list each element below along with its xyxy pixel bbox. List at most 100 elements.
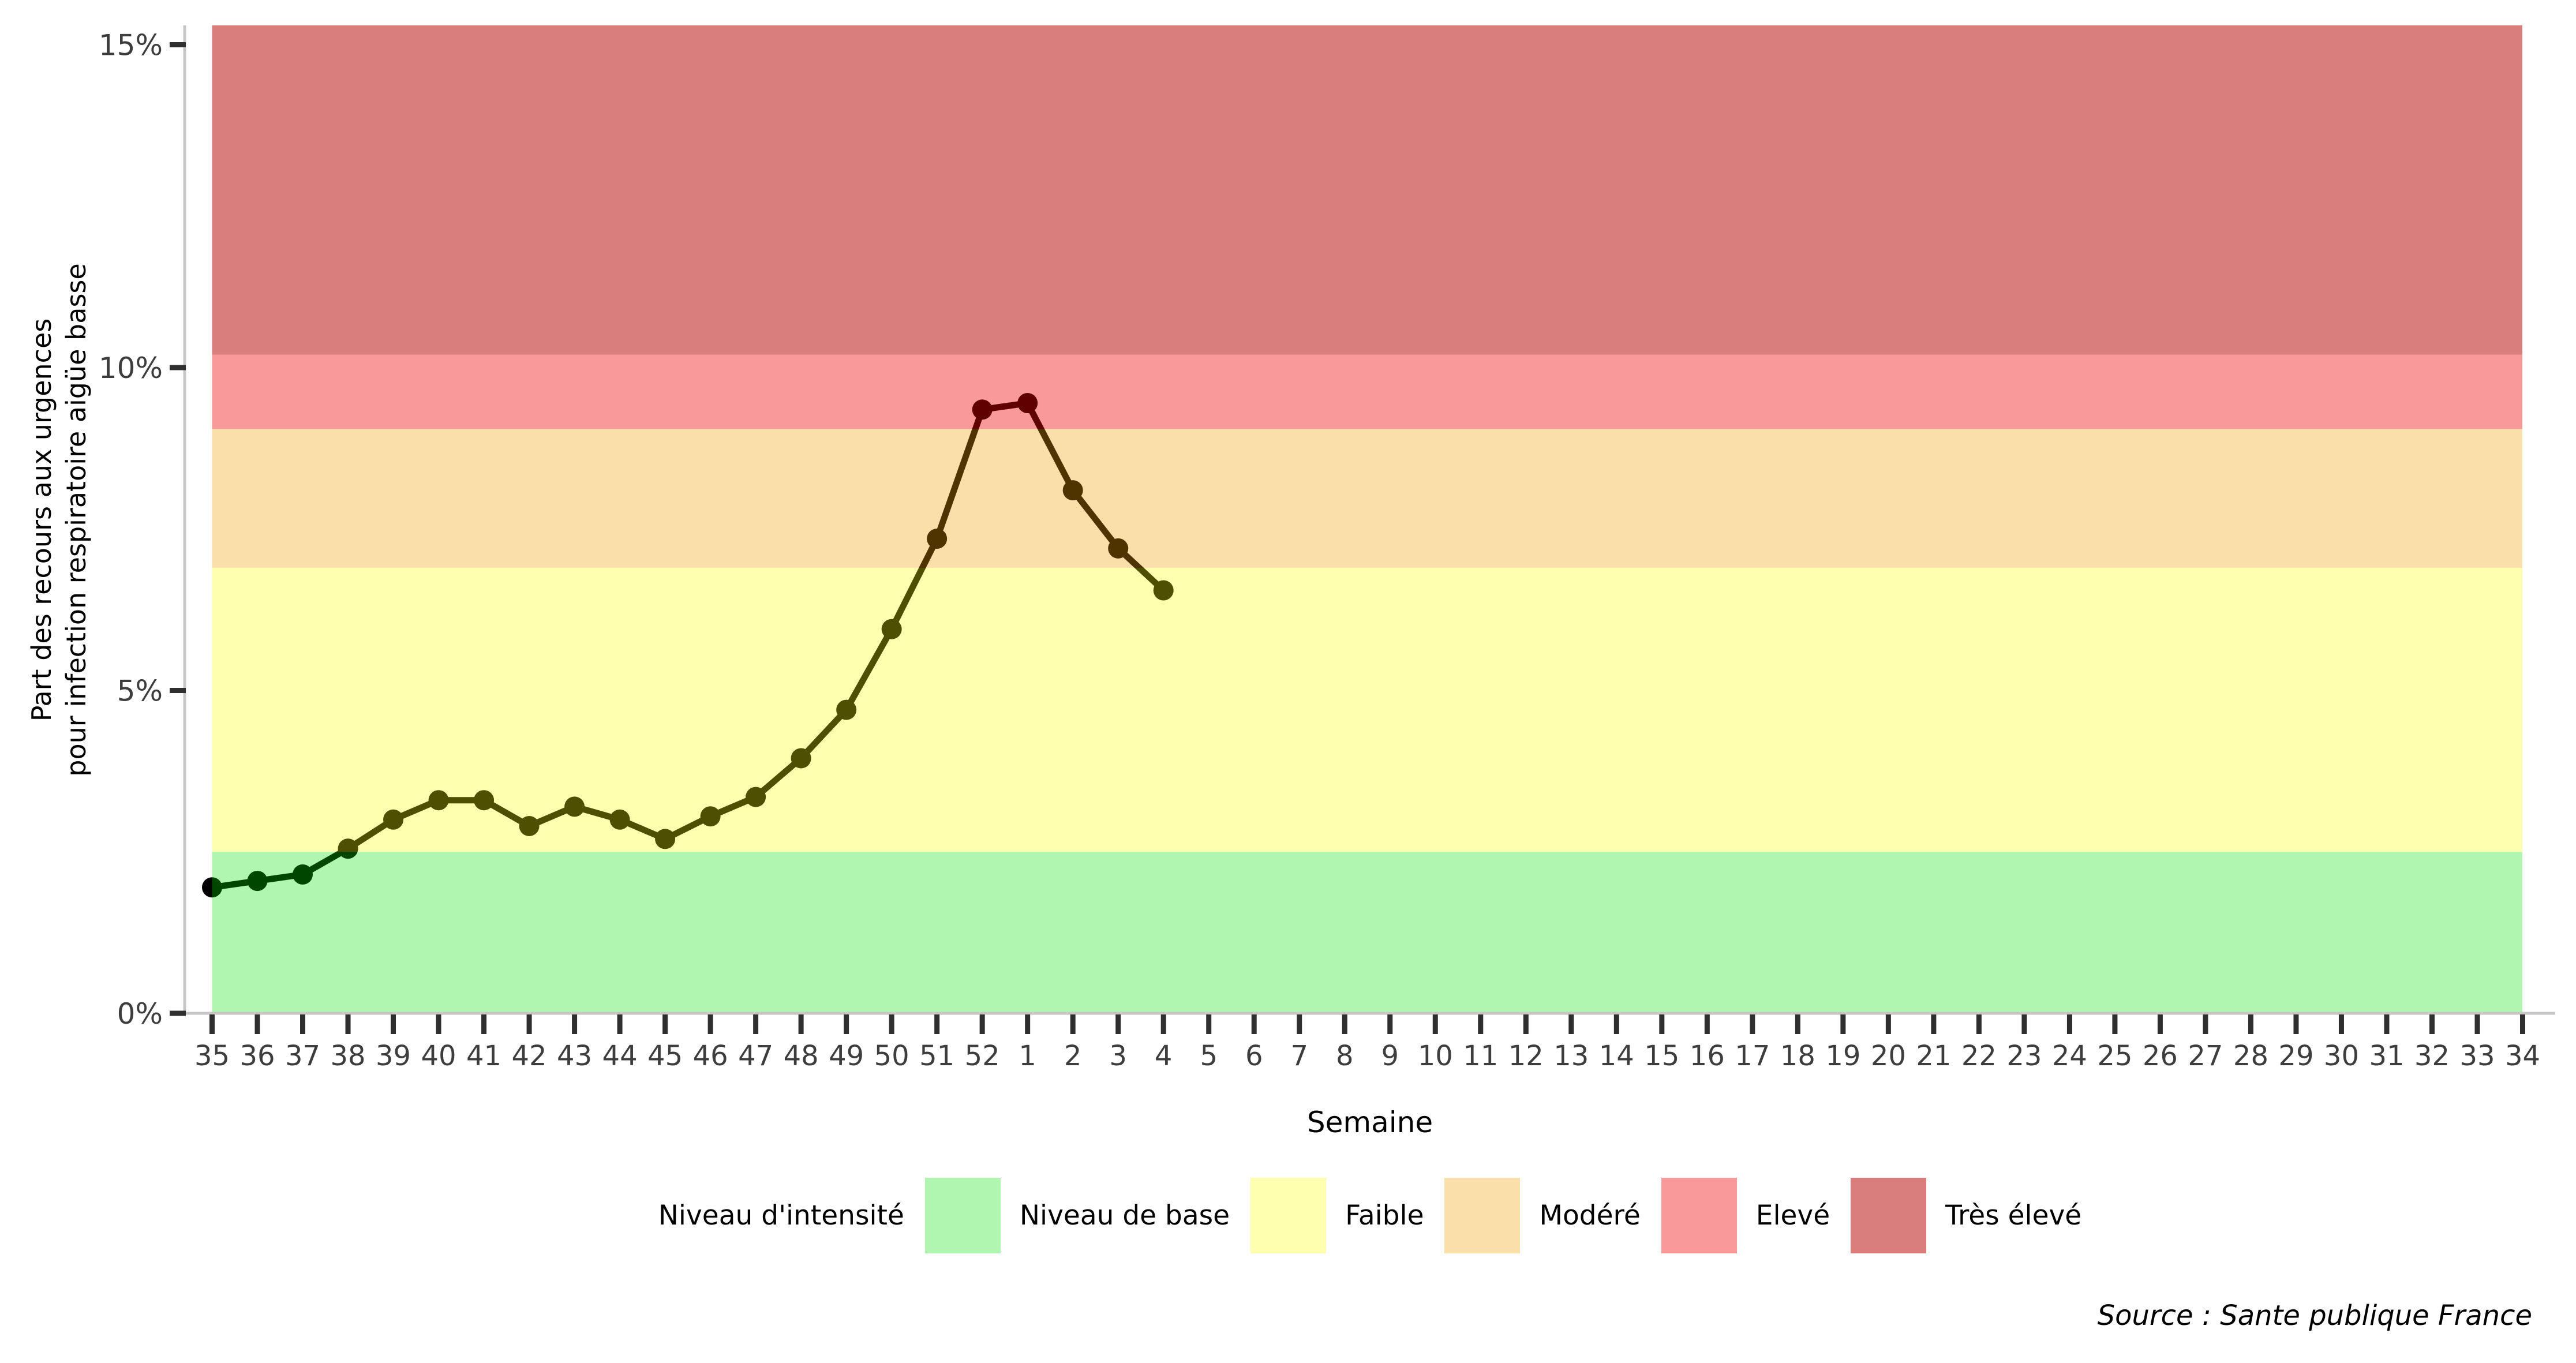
- data-point-week-47: [746, 787, 766, 807]
- y-tick-label-5%: 5%: [117, 675, 163, 708]
- x-tick-label-13: 13: [1553, 1040, 1589, 1072]
- band-faible: [212, 567, 2522, 852]
- x-tick-label-17: 17: [1735, 1040, 1770, 1072]
- x-tick-label-20: 20: [1871, 1040, 1906, 1072]
- data-point-week-2: [1062, 480, 1083, 501]
- x-tick-label-1: 1: [1019, 1040, 1036, 1072]
- x-tick-label-5: 5: [1200, 1040, 1218, 1072]
- x-tick-label-39: 39: [376, 1040, 411, 1072]
- legend: Niveau d'intensité Niveau de base Faible M…: [164, 1177, 2576, 1253]
- data-point-week-50: [881, 619, 902, 639]
- x-axis-title: Semaine: [1306, 1106, 1433, 1139]
- x-tick-label-21: 21: [1916, 1040, 1951, 1072]
- legend-label-modere: Modéré: [1539, 1199, 1641, 1231]
- x-tick-label-18: 18: [1780, 1040, 1815, 1072]
- data-point-week-39: [383, 809, 404, 830]
- trend-line: [209, 400, 1167, 891]
- x-tick-label-51: 51: [919, 1040, 954, 1072]
- band-niveau-de-base: [212, 852, 2522, 1013]
- legend-item-faible: Faible: [1250, 1177, 1424, 1253]
- x-tick-label-29: 29: [2278, 1040, 2313, 1072]
- legend-swatch-faible: [1250, 1177, 1327, 1253]
- data-point-week-49: [836, 699, 857, 720]
- x-tick-label-8: 8: [1336, 1040, 1354, 1072]
- x-tick-label-12: 12: [1508, 1040, 1544, 1072]
- x-tick-label-41: 41: [466, 1040, 501, 1072]
- x-tick-label-23: 23: [2006, 1040, 2042, 1072]
- x-tick-label-28: 28: [2233, 1040, 2268, 1072]
- legend-label-niveau-de-base: Niveau de base: [1019, 1199, 1230, 1231]
- x-tick-label-27: 27: [2188, 1040, 2223, 1072]
- x-tick-label-31: 31: [2369, 1040, 2404, 1072]
- legend-title: Niveau d'intensité: [658, 1199, 904, 1231]
- x-tick-label-7: 7: [1290, 1040, 1308, 1072]
- band-tres-eleve: [212, 25, 2522, 355]
- data-point-week-36: [247, 871, 268, 892]
- x-tick-label-40: 40: [421, 1040, 456, 1072]
- legend-swatch-niveau-de-base: [924, 1177, 1001, 1253]
- legend-label-tres-eleve: Très élevé: [1945, 1199, 2082, 1231]
- x-tick-label-38: 38: [330, 1040, 365, 1072]
- x-tick-label-50: 50: [874, 1040, 909, 1072]
- x-tick-label-49: 49: [829, 1040, 864, 1072]
- y-axis-title-line1: Part des recours aux urgences: [26, 318, 57, 722]
- y-tick-label-10%: 10%: [99, 351, 163, 385]
- x-tick-label-34: 34: [2505, 1040, 2540, 1072]
- data-point-week-38: [338, 838, 358, 859]
- x-tick-label-43: 43: [557, 1040, 592, 1072]
- data-point-week-48: [791, 748, 811, 769]
- x-tick-label-24: 24: [2052, 1040, 2087, 1072]
- x-tick-label-45: 45: [647, 1040, 683, 1072]
- y-axis-title-line2: pour infection respiratoire aigüe basse: [61, 263, 92, 777]
- x-tick-label-6: 6: [1245, 1040, 1263, 1072]
- data-point-week-4: [1153, 580, 1174, 601]
- data-point-week-3: [1108, 538, 1129, 559]
- x-tick-label-48: 48: [784, 1040, 819, 1072]
- legend-swatch-modere: [1444, 1177, 1521, 1253]
- legend-item-modere: Modéré: [1444, 1177, 1641, 1253]
- x-tick-label-36: 36: [239, 1040, 275, 1072]
- data-point-week-40: [428, 790, 449, 811]
- data-point-week-37: [293, 864, 313, 885]
- legend-label-eleve: Elevé: [1755, 1199, 1830, 1231]
- data-point-week-46: [700, 806, 721, 827]
- x-tick-label-46: 46: [693, 1040, 728, 1072]
- data-point-week-41: [474, 790, 495, 811]
- x-tick-label-33: 33: [2459, 1040, 2495, 1072]
- x-tick-label-35: 35: [194, 1040, 230, 1072]
- band-modere: [212, 429, 2522, 568]
- x-tick-label-52: 52: [965, 1040, 1000, 1072]
- data-point-week-52: [972, 399, 993, 420]
- x-tick-label-30: 30: [2324, 1040, 2359, 1072]
- y-tick-label-15%: 15%: [99, 29, 163, 62]
- legend-swatch-tres-eleve: [1851, 1177, 1927, 1253]
- x-tick-label-44: 44: [602, 1040, 638, 1072]
- legend-item-tres-eleve: Très élevé: [1851, 1177, 2082, 1253]
- x-tick-label-2: 2: [1064, 1040, 1082, 1072]
- band-eleve: [212, 354, 2522, 429]
- x-tick-label-42: 42: [512, 1040, 547, 1072]
- legend-item-eleve: Elevé: [1661, 1177, 1830, 1253]
- legend-label-faible: Faible: [1345, 1199, 1424, 1231]
- x-tick-label-15: 15: [1644, 1040, 1679, 1072]
- x-tick-label-4: 4: [1155, 1040, 1173, 1072]
- x-tick-label-3: 3: [1109, 1040, 1127, 1072]
- data-point-week-45: [655, 829, 676, 849]
- data-point-week-44: [609, 809, 630, 830]
- x-tick-label-26: 26: [2143, 1040, 2178, 1072]
- y-tick-label-0%: 0%: [117, 997, 163, 1031]
- y-axis-title: Part des recours aux urgences pour infec…: [24, 177, 93, 863]
- x-tick-label-22: 22: [1961, 1040, 1997, 1072]
- x-tick-label-10: 10: [1418, 1040, 1453, 1072]
- data-point-week-35: [202, 877, 222, 898]
- x-tick-label-37: 37: [285, 1040, 320, 1072]
- x-tick-label-11: 11: [1463, 1040, 1498, 1072]
- source-note: Source : Sante publique France: [2097, 1300, 2532, 1332]
- x-tick-label-19: 19: [1825, 1040, 1860, 1072]
- x-tick-label-9: 9: [1381, 1040, 1399, 1072]
- data-point-week-42: [519, 815, 540, 836]
- x-tick-label-47: 47: [738, 1040, 773, 1072]
- legend-item-niveau-de-base: Niveau de base: [924, 1177, 1230, 1253]
